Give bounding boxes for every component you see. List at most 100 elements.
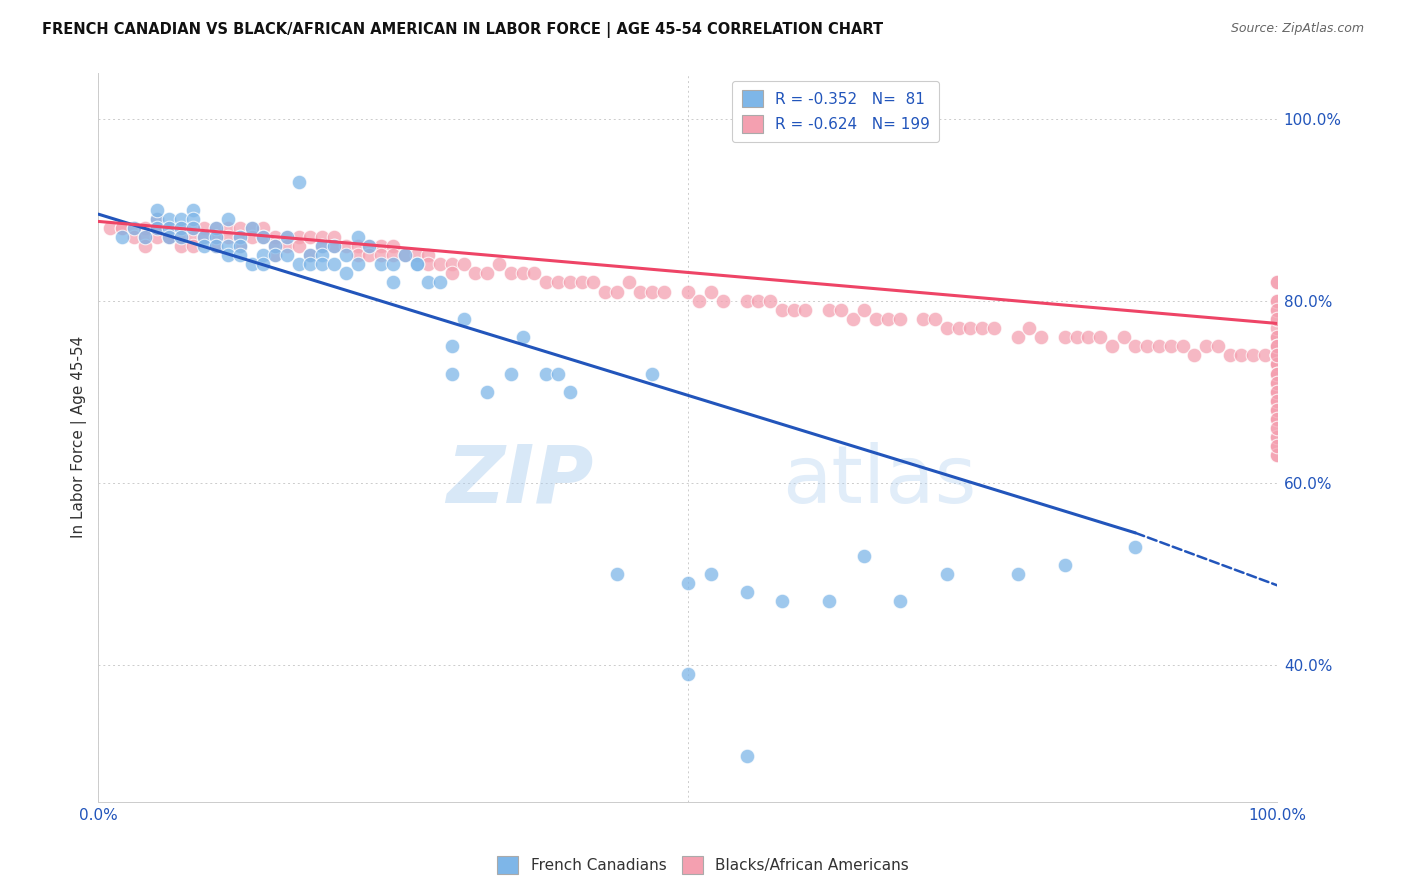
Point (240, 257, 263, 271)
Point (429, 257, 451, 271)
Point (1265, 276, 1288, 290)
Point (1265, 358, 1288, 372)
Point (1265, 439, 1288, 453)
Point (146, 211, 169, 226)
Point (252, 248, 274, 262)
Point (1265, 412, 1288, 426)
Point (394, 248, 416, 262)
Point (830, 302, 852, 317)
Point (512, 330, 534, 344)
Point (1007, 566, 1029, 581)
Point (1182, 348, 1205, 362)
Point (323, 230, 346, 244)
Point (205, 220, 228, 235)
Point (1265, 348, 1288, 362)
Point (1053, 558, 1076, 572)
Point (229, 239, 252, 253)
Point (381, 248, 404, 262)
Point (264, 248, 287, 262)
Point (181, 211, 204, 226)
Point (170, 230, 193, 244)
Point (1206, 339, 1229, 353)
Point (146, 220, 169, 235)
Point (370, 248, 392, 262)
Point (287, 239, 309, 253)
Point (370, 239, 392, 253)
Point (983, 321, 1005, 335)
Point (134, 230, 156, 244)
Point (841, 311, 863, 326)
Point (547, 276, 569, 290)
Point (1265, 358, 1288, 372)
Point (1265, 348, 1288, 362)
Point (1101, 339, 1123, 353)
Point (146, 211, 169, 226)
Point (323, 239, 346, 253)
Point (1265, 358, 1288, 372)
Point (652, 285, 675, 299)
Point (1265, 348, 1288, 362)
Point (770, 594, 793, 608)
Point (582, 276, 605, 290)
Point (170, 239, 193, 253)
Point (1265, 421, 1288, 435)
Point (157, 211, 180, 226)
Point (1265, 430, 1288, 444)
Point (735, 585, 758, 599)
Point (1265, 321, 1288, 335)
Point (617, 276, 640, 290)
Point (1265, 384, 1288, 399)
Point (276, 230, 298, 244)
Point (323, 257, 346, 271)
Point (593, 285, 616, 299)
Point (735, 293, 758, 308)
Point (299, 257, 322, 271)
Point (229, 239, 252, 253)
Point (1219, 348, 1241, 362)
Point (676, 576, 699, 591)
Point (523, 266, 546, 280)
Point (477, 384, 499, 399)
Point (1265, 393, 1288, 408)
Point (606, 285, 628, 299)
Point (1265, 339, 1288, 353)
Point (287, 257, 309, 271)
Point (370, 257, 392, 271)
Point (1265, 367, 1288, 381)
Point (630, 285, 652, 299)
Point (1265, 330, 1288, 344)
Point (1265, 403, 1288, 417)
Point (240, 230, 263, 244)
Point (359, 239, 381, 253)
Point (1265, 449, 1288, 463)
Point (865, 311, 887, 326)
Point (877, 311, 900, 326)
Point (170, 220, 193, 235)
Point (264, 239, 287, 253)
Text: FRENCH CANADIAN VS BLACK/AFRICAN AMERICAN IN LABOR FORCE | AGE 45-54 CORRELATION: FRENCH CANADIAN VS BLACK/AFRICAN AMERICA… (42, 22, 883, 38)
Point (477, 266, 499, 280)
Point (157, 220, 180, 235)
Point (1125, 339, 1147, 353)
Point (217, 220, 239, 235)
Point (1265, 384, 1288, 399)
Point (1265, 330, 1288, 344)
Point (287, 175, 309, 189)
Point (1265, 384, 1288, 399)
Point (1265, 276, 1288, 290)
Point (440, 266, 463, 280)
Point (711, 293, 734, 308)
Point (1265, 376, 1288, 390)
Point (111, 220, 134, 235)
Point (229, 248, 252, 262)
Point (499, 367, 522, 381)
Point (1230, 348, 1253, 362)
Point (547, 367, 569, 381)
Point (335, 266, 357, 280)
Point (170, 220, 193, 235)
Point (1265, 311, 1288, 326)
Point (311, 230, 333, 244)
Text: atlas: atlas (782, 442, 976, 520)
Point (700, 285, 723, 299)
Point (146, 230, 169, 244)
